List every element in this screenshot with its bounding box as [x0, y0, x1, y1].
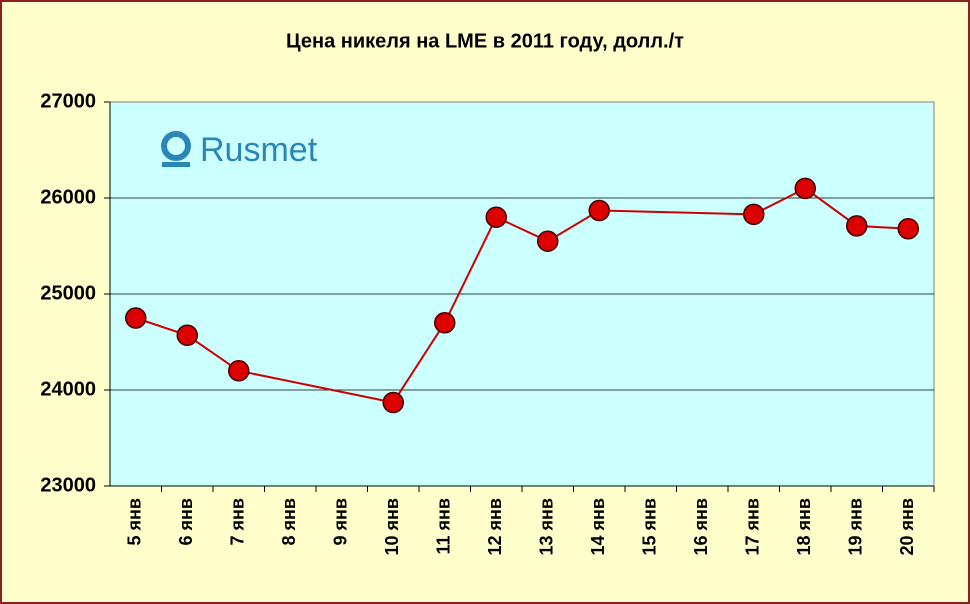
y-tick-label: 26000	[40, 186, 96, 208]
x-tick-label: 6 янв	[176, 498, 196, 545]
x-tick-label: 18 янв	[794, 498, 814, 555]
x-tick-label: 19 янв	[846, 498, 866, 555]
marker	[897, 217, 919, 240]
x-tick-label: 20 янв	[897, 498, 917, 555]
x-tick-label: 8 янв	[279, 498, 299, 545]
y-tick-label: 24000	[40, 378, 96, 400]
x-tick-label: 11 янв	[434, 498, 454, 554]
x-tick-label: 16 янв	[691, 498, 711, 555]
logo-icon	[161, 131, 191, 161]
x-tick-label: 5 янв	[125, 498, 145, 545]
marker	[228, 360, 250, 382]
x-tick-label: 7 янв	[228, 498, 248, 545]
marker	[434, 312, 456, 334]
marker	[382, 391, 404, 414]
marker	[743, 203, 765, 226]
marker	[588, 199, 610, 222]
marker	[485, 206, 507, 228]
y-tick-label: 27000	[40, 90, 96, 112]
x-tick-label: 14 янв	[588, 498, 608, 555]
marker	[537, 230, 559, 252]
watermark: Rusmet	[200, 131, 318, 169]
marker	[125, 307, 147, 329]
chart-title: Цена никеля на LME в 2011 году, долл./т	[286, 30, 684, 52]
x-tick-label: 12 янв	[485, 498, 505, 555]
x-tick-label: 15 янв	[640, 498, 660, 555]
x-tick-label: 13 янв	[537, 498, 557, 555]
marker	[794, 177, 816, 200]
x-tick-label: 17 янв	[743, 498, 763, 555]
y-tick-label: 23000	[40, 474, 96, 496]
marker	[176, 324, 198, 347]
logo: Rusmet	[161, 131, 318, 169]
x-tick-label: 10 янв	[382, 498, 402, 555]
logo-bar	[162, 162, 190, 167]
y-tick-label: 25000	[40, 282, 96, 304]
marker	[846, 215, 868, 237]
x-tick-label: 9 янв	[331, 498, 351, 545]
